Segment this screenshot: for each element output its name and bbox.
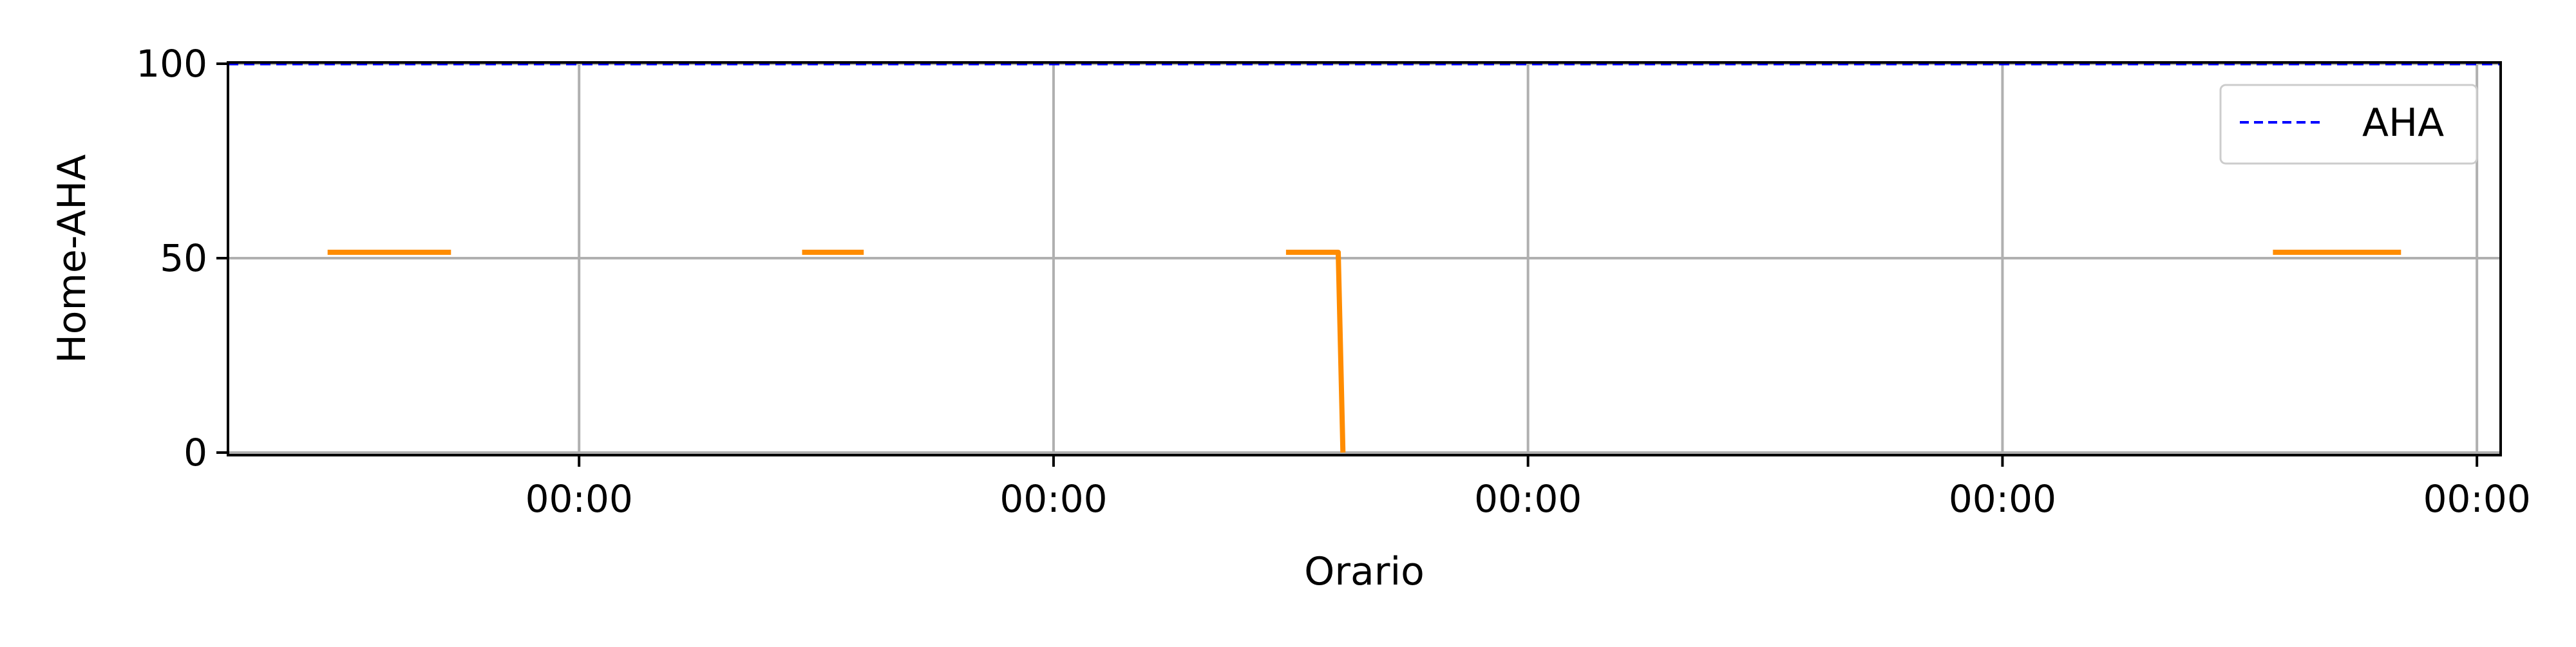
y-tick-label: 0 — [184, 431, 207, 474]
x-tick-label: 00:00 — [999, 477, 1107, 521]
x-tick-label: 00:00 — [1949, 477, 2056, 521]
series-line — [1285, 249, 1346, 453]
y-tick-label: 100 — [136, 42, 207, 86]
legend: AHA — [2219, 84, 2478, 165]
x-axis-label: Orario — [1304, 549, 1425, 594]
legend-box — [2219, 84, 2478, 165]
y-axis-label: Home-AHA — [50, 155, 95, 364]
x-tick-label: 00:00 — [526, 477, 633, 521]
x-tick-label: 00:00 — [2423, 477, 2531, 521]
y-tick-label: 50 — [160, 236, 207, 280]
legend-label-aha: AHA — [2362, 100, 2444, 145]
x-tick-label: 00:00 — [1474, 477, 1582, 521]
ticks: 0 50 100 00:00 00:00 00:00 00:00 00:00 — [136, 42, 2530, 521]
